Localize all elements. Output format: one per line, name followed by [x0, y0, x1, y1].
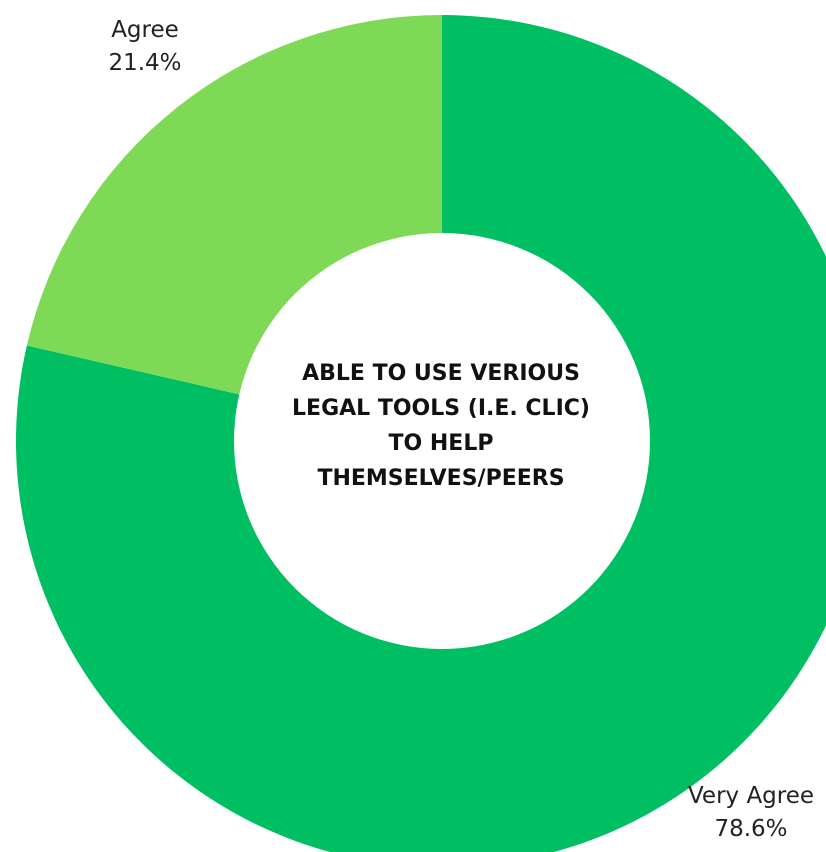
value-label-very-agree: 78.6%	[714, 816, 788, 842]
chart-title-text: ABLE TO USE VERIOUS LEGAL TOOLS (I.E. CL…	[292, 361, 590, 491]
category-label-very-agree: Very Agree	[687, 783, 815, 809]
slice-label-very-agree: Very Agree 78.6%	[676, 780, 826, 846]
donut-hole	[234, 233, 650, 649]
slice-label-agree: Agree 21.4%	[85, 14, 205, 80]
category-label-agree: Agree	[111, 17, 179, 43]
chart-title: ABLE TO USE VERIOUS LEGAL TOOLS (I.E. CL…	[236, 326, 646, 526]
value-label-agree: 21.4%	[108, 50, 182, 76]
slice-very-agree	[16, 15, 826, 852]
